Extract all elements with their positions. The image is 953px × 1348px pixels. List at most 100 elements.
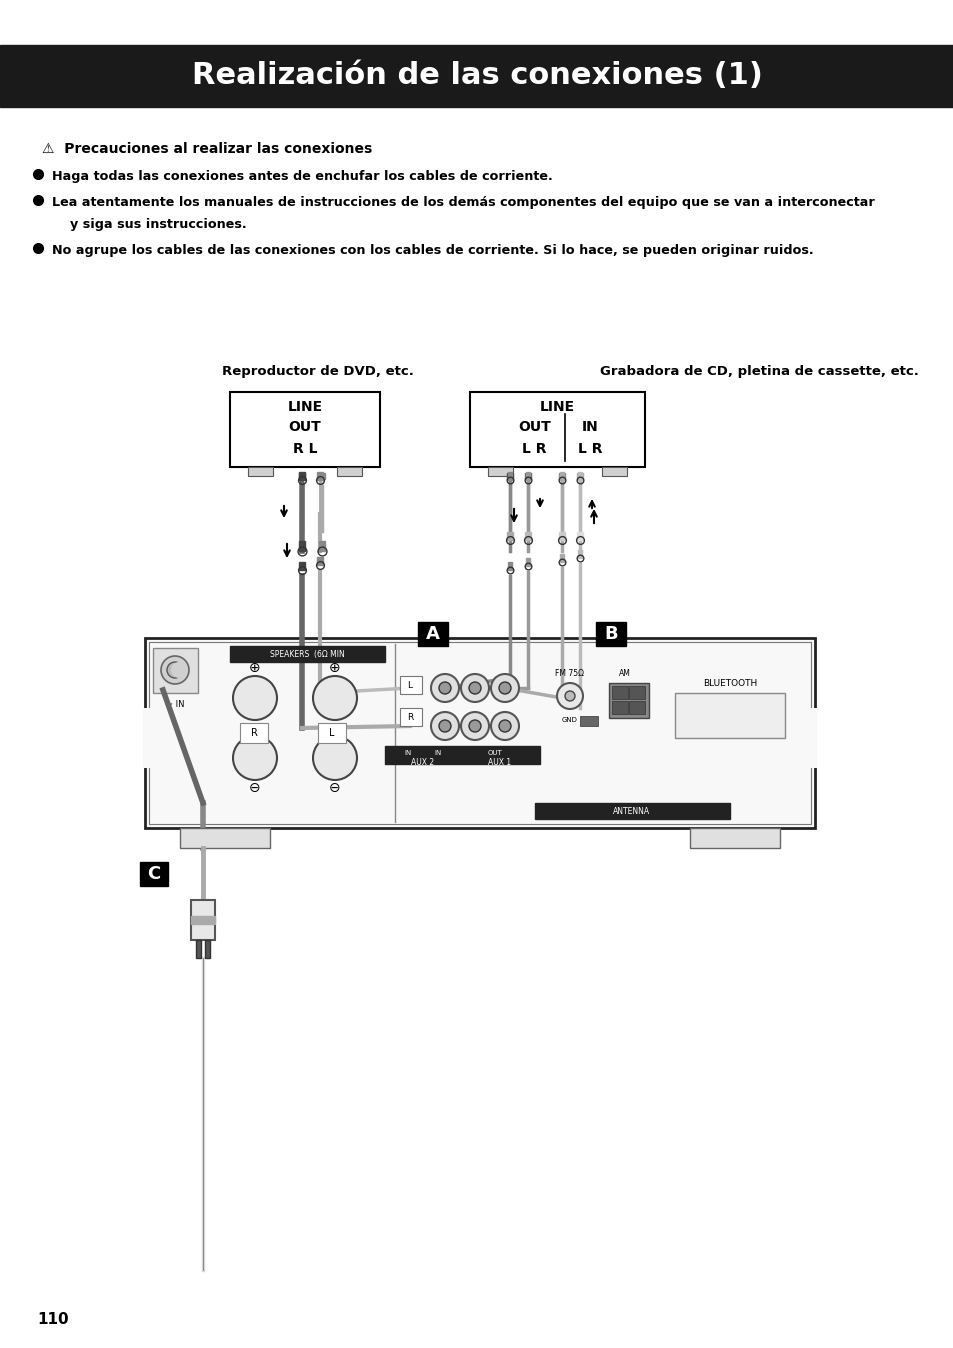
Text: C: C	[147, 865, 160, 883]
Circle shape	[233, 675, 276, 720]
Bar	[318, 541, 325, 551]
Circle shape	[431, 712, 458, 740]
Bar	[689, 828, 780, 848]
Text: IN: IN	[404, 749, 411, 756]
Text: B: B	[603, 625, 618, 643]
Bar	[180, 828, 270, 848]
Bar	[525, 472, 530, 480]
Bar	[577, 532, 582, 541]
Text: L R: L R	[521, 442, 546, 456]
Text: IN: IN	[581, 421, 598, 434]
Circle shape	[557, 683, 582, 709]
Circle shape	[469, 720, 480, 732]
Bar	[535, 803, 729, 820]
Bar	[525, 532, 530, 541]
Bar	[675, 693, 784, 737]
Bar	[191, 917, 214, 923]
Text: OUT: OUT	[487, 749, 502, 756]
Text: ⊖: ⊖	[249, 780, 260, 795]
Text: FM 75Ω: FM 75Ω	[555, 669, 584, 678]
Bar	[230, 646, 385, 662]
Text: R: R	[406, 713, 413, 723]
Bar	[140, 861, 168, 886]
Text: R L: R L	[293, 442, 317, 456]
Bar	[240, 723, 268, 743]
Text: OUT: OUT	[289, 421, 321, 434]
Text: BLUETOOTH: BLUETOOTH	[702, 678, 757, 687]
Bar	[317, 723, 346, 743]
Circle shape	[313, 675, 356, 720]
Circle shape	[233, 736, 276, 780]
Bar	[558, 532, 564, 541]
Text: Reproductor de DVD, etc.: Reproductor de DVD, etc.	[222, 365, 414, 377]
Circle shape	[167, 662, 183, 678]
Bar	[149, 642, 810, 824]
Text: ⊕: ⊕	[249, 661, 260, 675]
Bar	[316, 557, 322, 565]
Bar	[612, 686, 627, 700]
Bar	[507, 532, 513, 541]
Bar	[596, 621, 625, 646]
Text: R: R	[251, 728, 257, 737]
Text: L: L	[329, 728, 335, 737]
Circle shape	[171, 662, 187, 678]
Bar	[299, 562, 304, 570]
Bar	[559, 472, 564, 480]
Text: 110: 110	[37, 1313, 69, 1328]
Bar	[577, 550, 581, 558]
Circle shape	[498, 720, 511, 732]
Bar	[195, 940, 201, 958]
Bar	[417, 621, 448, 646]
Text: GND: GND	[561, 717, 578, 723]
Bar	[230, 392, 379, 466]
Circle shape	[460, 674, 489, 702]
Circle shape	[491, 712, 518, 740]
Bar	[399, 675, 421, 694]
Circle shape	[469, 682, 480, 694]
Circle shape	[491, 674, 518, 702]
Circle shape	[431, 674, 458, 702]
Text: No agrupe los cables de las conexiones con los cables de corriente. Si lo hace, : No agrupe los cables de las conexiones c…	[52, 244, 813, 257]
Text: OUT: OUT	[517, 421, 550, 434]
Bar	[299, 472, 304, 480]
Bar	[612, 701, 627, 714]
Text: Grabadora de CD, pletina de cassette, etc.: Grabadora de CD, pletina de cassette, et…	[599, 365, 918, 377]
Bar	[152, 648, 198, 693]
Text: ⊖: ⊖	[329, 780, 340, 795]
Bar	[385, 745, 539, 764]
Text: AUX 1: AUX 1	[488, 758, 511, 767]
Text: A: A	[426, 625, 439, 643]
Bar	[628, 701, 644, 714]
Circle shape	[438, 720, 451, 732]
Text: Haga todas las conexiones antes de enchufar los cables de corriente.: Haga todas las conexiones antes de enchu…	[52, 170, 552, 183]
Bar	[608, 683, 648, 718]
Bar	[628, 686, 644, 700]
Text: ANTENNA: ANTENNA	[613, 806, 650, 816]
Text: LINE: LINE	[539, 400, 575, 414]
Text: IN: IN	[434, 749, 441, 756]
Text: y siga sus instrucciones.: y siga sus instrucciones.	[52, 218, 247, 231]
Bar	[488, 466, 513, 476]
Text: ~ IN: ~ IN	[166, 700, 184, 709]
Bar	[191, 900, 214, 940]
Bar	[205, 940, 210, 958]
Text: AM: AM	[618, 669, 630, 678]
Text: Lea atentamente los manuales de instrucciones de los demás componentes del equip: Lea atentamente los manuales de instrucc…	[52, 195, 874, 209]
Bar	[525, 558, 530, 566]
Bar	[470, 392, 644, 466]
Bar	[507, 562, 512, 570]
Text: ⊕: ⊕	[329, 661, 340, 675]
Text: Realización de las conexiones (1): Realización de las conexiones (1)	[192, 62, 761, 90]
Bar	[577, 472, 581, 480]
Bar	[145, 638, 814, 828]
Bar	[336, 466, 361, 476]
Text: ⚠  Precauciones al realizar las conexiones: ⚠ Precauciones al realizar las conexione…	[42, 142, 372, 156]
Circle shape	[498, 682, 511, 694]
Circle shape	[438, 682, 451, 694]
Circle shape	[161, 656, 189, 683]
Bar	[559, 554, 564, 562]
Text: AUX 2: AUX 2	[411, 758, 435, 767]
Text: SPEAKERS  (6Ω MIN: SPEAKERS (6Ω MIN	[270, 650, 344, 659]
Bar	[399, 708, 421, 727]
Bar	[579, 716, 598, 727]
